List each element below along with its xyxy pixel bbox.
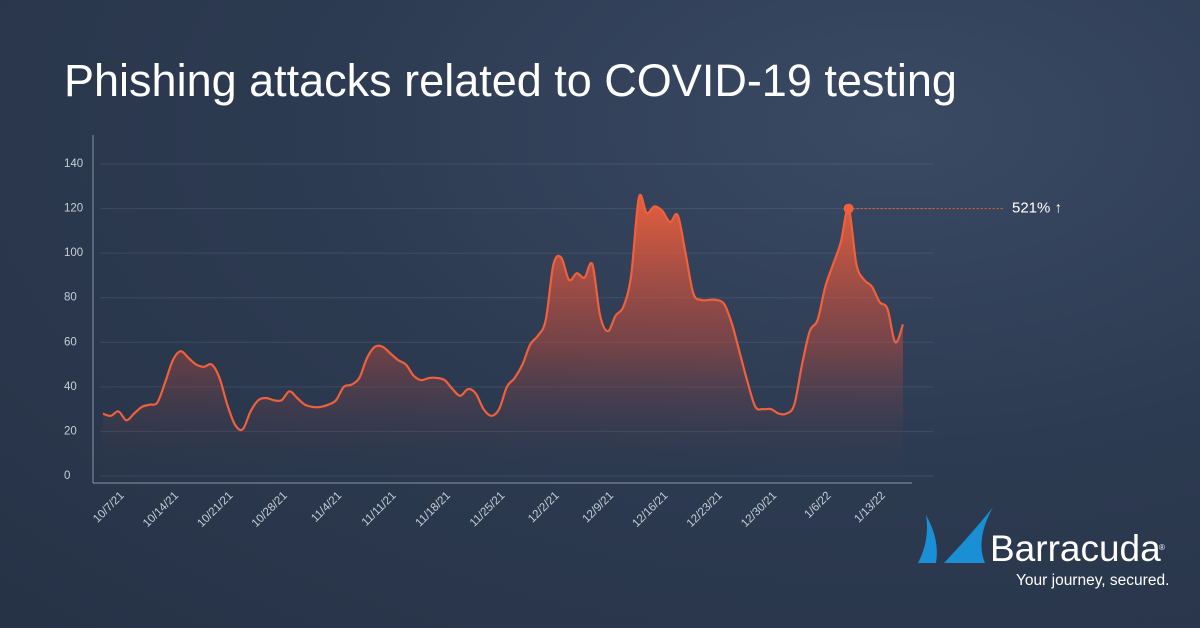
- annotation: 521% ↑: [1012, 200, 1062, 217]
- y-tick-label: 60: [64, 336, 77, 348]
- x-tick-label: 12/23/21: [685, 490, 725, 530]
- chart-title: Phishing attacks related to COVID-19 tes…: [64, 55, 957, 106]
- logo-fin: [944, 507, 993, 563]
- x-tick-label: 10/28/21: [250, 490, 290, 530]
- y-tick-label: 100: [64, 247, 83, 259]
- area: [103, 194, 903, 476]
- logo-mark: ®: [1159, 543, 1165, 552]
- logo-fin: [918, 515, 937, 563]
- x-tick-label: 12/16/21: [630, 490, 670, 530]
- x-tick-label: 11/25/21: [468, 490, 508, 530]
- x-tick-label: 12/2/21: [526, 490, 562, 526]
- x-tick-label: 1/13/22: [852, 490, 888, 526]
- peak-marker: [843, 203, 854, 214]
- x-tick-label: 11/11/21: [360, 490, 399, 529]
- logo: Barracuda ® Your journey, secured.: [918, 507, 1169, 589]
- y-tick-label: 20: [64, 425, 77, 437]
- y-tick-label: 120: [64, 203, 83, 215]
- x-tick-label: 10/14/21: [141, 490, 181, 530]
- y-tick-label: 140: [64, 158, 83, 170]
- x-tick-label: 12/30/21: [739, 490, 779, 530]
- y-tick-label: 80: [64, 292, 77, 304]
- x-tick-label: 1/6/22: [802, 490, 833, 521]
- y-tick-label: 0: [64, 470, 70, 482]
- line: [102, 193, 905, 432]
- x-tick-label: 11/18/21: [413, 490, 453, 530]
- logo-name: Barracuda: [990, 528, 1161, 569]
- x-tick-label: 11/4/21: [309, 490, 344, 525]
- logo-tagline: Your journey, secured.: [1016, 572, 1169, 589]
- x-tick-label: 10/7/21: [91, 490, 127, 526]
- y-tick-label: 40: [64, 381, 77, 393]
- x-tick-label: 10/21/21: [195, 490, 235, 530]
- x-tick-label: 12/9/21: [580, 490, 616, 526]
